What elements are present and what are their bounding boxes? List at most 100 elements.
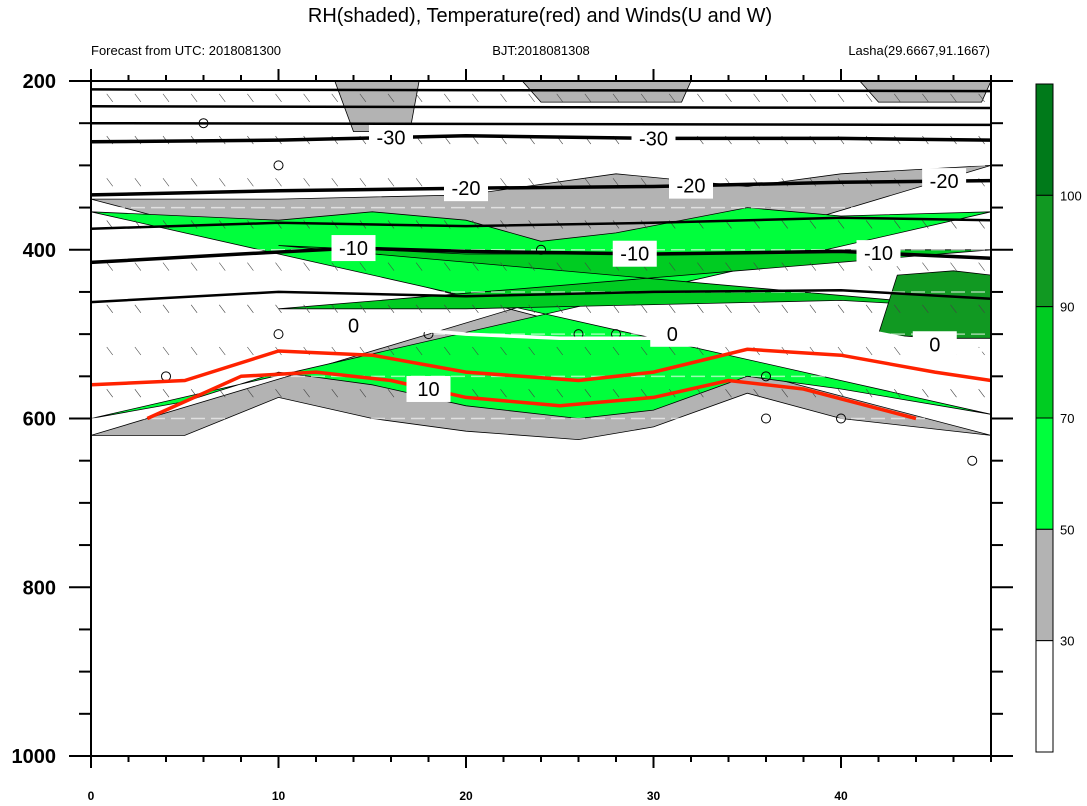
isotherm-label-0: 0 bbox=[667, 324, 678, 346]
wind-barb bbox=[162, 178, 170, 187]
colorbar-label: 70 bbox=[1060, 411, 1074, 426]
wind-barb bbox=[865, 346, 873, 356]
wind-barb bbox=[640, 346, 648, 356]
wind-barb bbox=[612, 93, 620, 103]
isotherm-unlabeled bbox=[90, 88, 992, 93]
wind-barb bbox=[809, 93, 817, 103]
wind-barb bbox=[612, 178, 620, 187]
wind-barb bbox=[247, 389, 254, 398]
wind-barb bbox=[219, 262, 226, 271]
wind-barb bbox=[584, 262, 592, 271]
wind-barb bbox=[190, 346, 198, 356]
wind-barb bbox=[247, 346, 254, 356]
wind-barb bbox=[275, 389, 282, 398]
wind-barb bbox=[528, 93, 535, 103]
wind-barb bbox=[106, 93, 113, 103]
wind-barb bbox=[472, 346, 479, 356]
x-tick-label: 0 bbox=[88, 789, 95, 803]
subtitle-left: Forecast from UTC: 2018081300 bbox=[91, 43, 281, 58]
isotherm-label--10: -10 bbox=[620, 244, 649, 266]
wind-barb bbox=[781, 304, 788, 313]
wind-barb bbox=[190, 93, 198, 103]
wind-barb bbox=[669, 304, 676, 313]
x-tick-label: 20 bbox=[459, 789, 473, 803]
wind-barb bbox=[837, 346, 845, 356]
y-tick-label: 400 bbox=[23, 240, 56, 262]
wind-barb bbox=[387, 304, 395, 313]
wind-barb bbox=[528, 389, 535, 398]
wind-barb bbox=[640, 304, 648, 313]
wind-barb bbox=[612, 389, 620, 398]
colorbar-label: 30 bbox=[1060, 634, 1074, 649]
subtitle-center: BJT:2018081308 bbox=[492, 43, 590, 58]
wind-barb bbox=[359, 389, 367, 398]
isotherm-unlabeled bbox=[90, 216, 992, 230]
wind-barb bbox=[978, 304, 985, 313]
wind-barb bbox=[415, 346, 423, 356]
wind-barb bbox=[247, 178, 254, 187]
isotherm--30 bbox=[90, 134, 992, 144]
colorbar-swatch bbox=[1035, 528, 1054, 642]
isotherm-label-box bbox=[369, 124, 413, 151]
isotherm-label-box bbox=[650, 320, 695, 347]
wind-barb bbox=[444, 93, 451, 103]
wind-barb bbox=[415, 304, 423, 313]
isotherm-label-box bbox=[631, 125, 676, 152]
wind-barb bbox=[303, 93, 310, 103]
wind-barb bbox=[134, 389, 142, 398]
wind-barb bbox=[697, 389, 704, 398]
wind-barb bbox=[950, 304, 957, 313]
wind-barb bbox=[922, 220, 929, 229]
colorbar: 30 50 70 90 100 bbox=[1035, 83, 1082, 753]
isotherm-label--30: -30 bbox=[639, 128, 668, 150]
calm-wind-marker bbox=[967, 455, 978, 466]
y-tick-label: 800 bbox=[23, 577, 56, 599]
wind-barb bbox=[500, 262, 507, 271]
wind-barb bbox=[331, 389, 338, 398]
wind-barb bbox=[106, 304, 113, 313]
wind-barb bbox=[331, 304, 338, 313]
wind-barb bbox=[500, 346, 507, 356]
wind-barb bbox=[837, 304, 845, 313]
wind-barb bbox=[865, 304, 873, 313]
wind-barb bbox=[415, 93, 423, 103]
wind-barb bbox=[247, 262, 254, 271]
wind-barb bbox=[134, 93, 142, 103]
wind-barb bbox=[584, 178, 592, 187]
wind-barb bbox=[584, 93, 592, 103]
wind-barb bbox=[640, 93, 648, 103]
wind-barb bbox=[753, 262, 760, 271]
isotherm-label-box bbox=[406, 375, 451, 402]
isotherm-10 bbox=[146, 370, 917, 421]
isotherm-label-box bbox=[856, 240, 901, 267]
wind-barb bbox=[331, 93, 338, 103]
wind-barb bbox=[556, 346, 563, 356]
calm-wind-marker bbox=[836, 413, 846, 424]
wind-barb bbox=[584, 346, 592, 356]
calm-wind-marker bbox=[273, 329, 284, 340]
wind-barb bbox=[106, 346, 113, 356]
wind-barb bbox=[162, 93, 170, 103]
wind-barb bbox=[500, 93, 507, 103]
wind-barb bbox=[331, 262, 338, 271]
wind-barb bbox=[697, 304, 704, 313]
wind-barb bbox=[809, 304, 817, 313]
wind-barb bbox=[894, 220, 901, 229]
rh-region-3 bbox=[877, 270, 992, 339]
x-tick-label: 40 bbox=[834, 789, 848, 803]
y-tick-label: 1000 bbox=[12, 746, 57, 768]
calm-wind-marker bbox=[536, 244, 546, 255]
wind-barb bbox=[106, 262, 113, 271]
wind-barb bbox=[387, 93, 395, 103]
wind-barb bbox=[162, 389, 170, 398]
colorbar-label: 50 bbox=[1060, 522, 1074, 537]
wind-barb bbox=[781, 220, 788, 229]
wind-barb bbox=[387, 262, 395, 271]
wind-barb bbox=[612, 346, 620, 356]
isotherm--10 bbox=[90, 246, 992, 265]
wind-barb bbox=[134, 304, 142, 313]
calm-wind-marker bbox=[761, 371, 771, 382]
wind-barb bbox=[247, 304, 254, 313]
wind-barb bbox=[725, 304, 732, 313]
wind-barb bbox=[387, 389, 395, 398]
